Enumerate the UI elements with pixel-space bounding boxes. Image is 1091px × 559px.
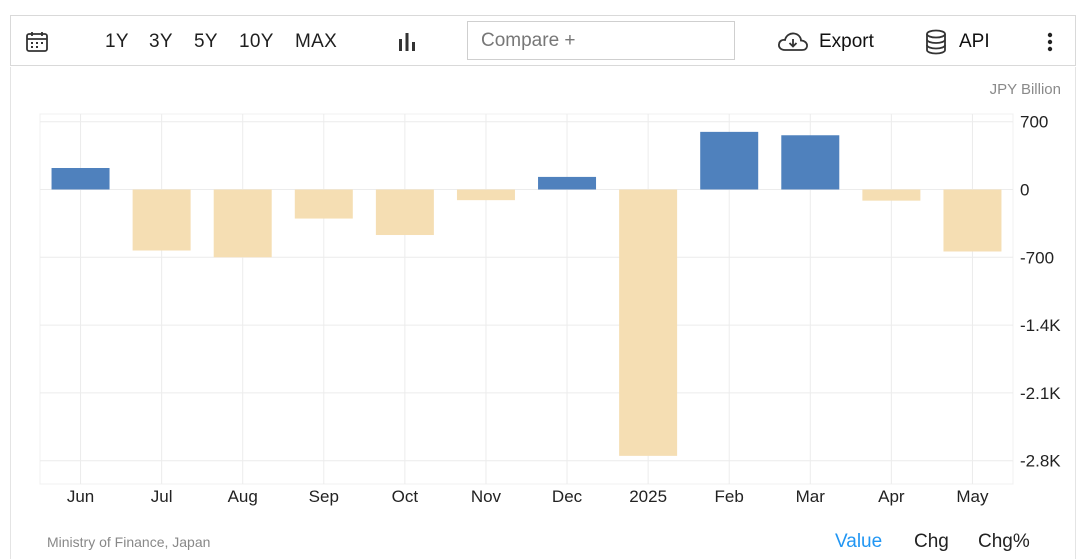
x-tick-label: Jun xyxy=(67,487,94,506)
bar xyxy=(781,135,840,190)
x-tick-label: Dec xyxy=(552,487,583,506)
export-label: Export xyxy=(819,30,874,52)
export-button[interactable]: Export xyxy=(777,16,874,67)
x-tick-label: Sep xyxy=(309,487,339,506)
x-tick-label: Nov xyxy=(471,487,502,506)
y-tick-label: -700 xyxy=(1020,248,1054,267)
y-tick-label: -2.8K xyxy=(1020,452,1061,471)
y-tick-label: 0 xyxy=(1020,181,1029,200)
range-10y-button[interactable]: 10Y xyxy=(239,30,274,52)
x-tick-label: 2025 xyxy=(629,487,667,506)
cloud-download-icon xyxy=(777,31,809,53)
range-max-button[interactable]: MAX xyxy=(295,30,338,52)
unit-label: JPY Billion xyxy=(989,81,1061,98)
database-icon xyxy=(925,29,947,55)
vertical-dots-icon[interactable] xyxy=(1045,16,1055,67)
x-tick-label: Feb xyxy=(715,487,744,506)
bar xyxy=(862,189,921,201)
chart-panel xyxy=(10,67,1076,559)
bar-chart-icon[interactable] xyxy=(397,16,417,67)
compare-input[interactable]: Compare + xyxy=(467,21,735,60)
plot-area xyxy=(39,113,1014,485)
range-3y-button[interactable]: 3Y xyxy=(149,30,173,52)
calendar-icon[interactable] xyxy=(25,16,49,67)
bar xyxy=(619,189,678,456)
tab-chg-pct[interactable]: Chg% xyxy=(978,531,1030,552)
chart-toolbar: 1Y 3Y 5Y 10Y MAX Compare + Export xyxy=(10,15,1076,66)
x-tick-label: Jul xyxy=(151,487,173,506)
y-tick-label: 700 xyxy=(1020,113,1048,132)
bar xyxy=(213,189,272,258)
bar xyxy=(294,189,353,219)
bar xyxy=(538,176,597,190)
api-label: API xyxy=(959,30,990,52)
range-5y-button[interactable]: 5Y xyxy=(194,30,218,52)
y-tick-label: -1.4K xyxy=(1020,316,1061,335)
bar xyxy=(51,167,110,190)
x-tick-label: Aug xyxy=(228,487,258,506)
x-tick-label: Mar xyxy=(796,487,826,506)
x-tick-label: May xyxy=(956,487,989,506)
bar xyxy=(700,131,759,190)
bar xyxy=(132,189,191,251)
api-button[interactable]: API xyxy=(925,16,990,67)
bar xyxy=(375,189,434,236)
tab-chg[interactable]: Chg xyxy=(914,531,949,552)
tab-value[interactable]: Value xyxy=(835,531,883,552)
x-tick-label: Oct xyxy=(392,487,419,506)
bar xyxy=(456,189,515,201)
x-tick-label: Apr xyxy=(878,487,905,506)
compare-placeholder: Compare + xyxy=(481,29,576,51)
bar xyxy=(943,189,1002,252)
source-label: Ministry of Finance, Japan xyxy=(47,534,211,550)
range-1y-button[interactable]: 1Y xyxy=(105,30,129,52)
y-tick-label: -2.1K xyxy=(1020,384,1061,403)
